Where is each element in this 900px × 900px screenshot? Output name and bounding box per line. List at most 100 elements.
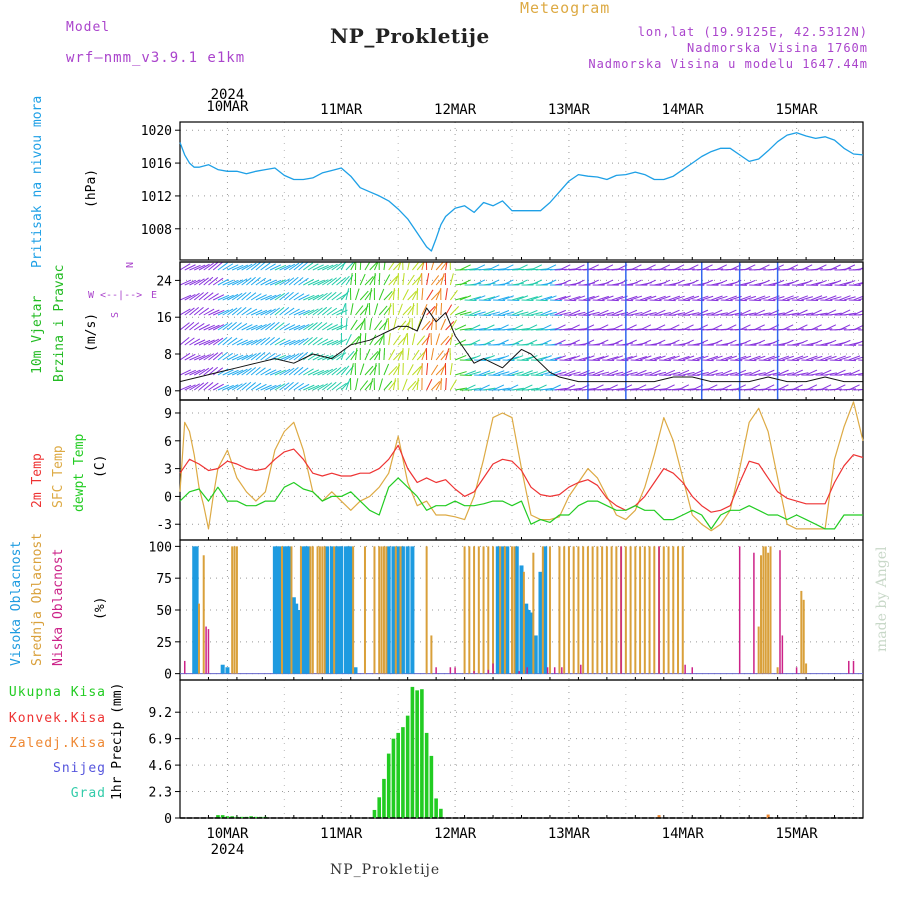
wind-barb bbox=[288, 324, 301, 331]
x-top-label: 10MAR bbox=[206, 99, 249, 115]
cloud-bar bbox=[514, 546, 519, 674]
wind-barb bbox=[269, 321, 280, 331]
cloud-bar bbox=[764, 546, 767, 674]
wind-barb bbox=[284, 263, 296, 271]
wind-barb bbox=[488, 374, 501, 377]
wind-barb bbox=[369, 334, 377, 346]
wind-barb bbox=[407, 348, 410, 361]
wind-barb bbox=[483, 371, 496, 376]
wind-barb bbox=[701, 359, 714, 362]
wind-barb bbox=[511, 310, 524, 316]
wind-barb bbox=[473, 295, 486, 301]
wind-barb bbox=[611, 309, 623, 316]
cloud-bar bbox=[454, 667, 456, 674]
wind-barb bbox=[554, 387, 567, 391]
cloud-bar bbox=[610, 546, 613, 674]
cloud-bar bbox=[382, 546, 385, 674]
cloud-bar bbox=[653, 546, 656, 674]
wind-barb bbox=[250, 277, 261, 286]
y-tick-label: 1020 bbox=[141, 124, 172, 139]
wind-barb bbox=[260, 294, 272, 301]
cloud-bar bbox=[192, 546, 197, 674]
wind-barb bbox=[497, 355, 510, 361]
wind-barb bbox=[535, 370, 548, 376]
wind-barb bbox=[198, 354, 210, 361]
wind-barb bbox=[454, 324, 467, 331]
wind-barb bbox=[639, 371, 652, 376]
wind-barb bbox=[640, 388, 653, 391]
wind-barb bbox=[554, 355, 567, 361]
y-tick-label: 3 bbox=[164, 463, 172, 478]
wind-barb bbox=[473, 311, 486, 316]
wind-barb bbox=[526, 324, 538, 331]
precip-bar bbox=[405, 715, 410, 818]
wind-barb bbox=[687, 279, 699, 286]
wind-barb bbox=[250, 352, 261, 361]
wind-barb bbox=[307, 322, 318, 331]
wind-barb bbox=[445, 348, 450, 361]
wind-barb bbox=[545, 359, 558, 362]
cloud-bar bbox=[277, 546, 282, 674]
wind-barb bbox=[658, 264, 671, 271]
wind-barb bbox=[189, 264, 201, 271]
wind-barb bbox=[217, 384, 230, 391]
precip-bar bbox=[434, 798, 438, 818]
wind-barb bbox=[858, 298, 863, 301]
cloud-bar bbox=[795, 667, 798, 674]
wind-barb bbox=[573, 295, 586, 301]
wind-barb bbox=[279, 339, 291, 346]
wind-barb bbox=[801, 312, 814, 316]
wind-barb bbox=[673, 312, 686, 316]
wind-barb bbox=[212, 324, 225, 331]
cloud-bar bbox=[582, 546, 585, 674]
wind-barb bbox=[630, 359, 643, 362]
wind-barb bbox=[782, 372, 795, 376]
wind-barb bbox=[407, 262, 410, 271]
cloud-bar bbox=[477, 546, 480, 674]
wind-barb bbox=[502, 279, 514, 286]
wind-barb bbox=[682, 324, 694, 331]
wind-barb bbox=[198, 307, 210, 316]
wind-barb bbox=[203, 262, 214, 271]
cloud-bar bbox=[572, 546, 575, 674]
wind-barb bbox=[696, 388, 709, 391]
panel-frame bbox=[179, 261, 864, 401]
wind-barb bbox=[725, 371, 738, 376]
wind-barb bbox=[440, 318, 447, 331]
wind-barb bbox=[549, 370, 562, 376]
wind-barb bbox=[862, 374, 863, 375]
wind-barb bbox=[288, 276, 299, 286]
wind-barb bbox=[421, 262, 425, 271]
wind-barb bbox=[435, 333, 441, 346]
wind-barb bbox=[222, 308, 234, 316]
wind-barb bbox=[602, 359, 615, 362]
wind-barb bbox=[430, 348, 435, 361]
wind-barb bbox=[392, 287, 395, 301]
wind-barb bbox=[540, 387, 553, 391]
cloud-bar bbox=[567, 546, 570, 674]
wind-barb bbox=[564, 356, 576, 361]
wind-barb bbox=[583, 371, 595, 376]
wind-barb bbox=[426, 289, 434, 301]
cloud-bar bbox=[781, 635, 784, 674]
wind-barb bbox=[530, 279, 543, 286]
wind-barb bbox=[796, 355, 809, 361]
wind-barb bbox=[345, 350, 355, 361]
precip-bar bbox=[216, 815, 220, 818]
wind-barb bbox=[293, 352, 304, 361]
wind-barb bbox=[383, 262, 386, 271]
cloud-bar bbox=[522, 571, 525, 674]
wind-barb bbox=[796, 309, 808, 316]
cloud-bar bbox=[235, 546, 238, 674]
wind-barb bbox=[260, 262, 271, 271]
wind-barb bbox=[331, 382, 342, 391]
wind-barb bbox=[340, 348, 346, 361]
wind-barb bbox=[459, 279, 471, 286]
precip-bar bbox=[382, 778, 386, 818]
wind-barb bbox=[782, 295, 794, 301]
wind-barb bbox=[217, 278, 229, 286]
wind-barb bbox=[312, 369, 325, 376]
wind-barb bbox=[748, 369, 761, 376]
wind-barb bbox=[582, 355, 595, 361]
x-bottom-label: 13MAR bbox=[548, 826, 591, 842]
